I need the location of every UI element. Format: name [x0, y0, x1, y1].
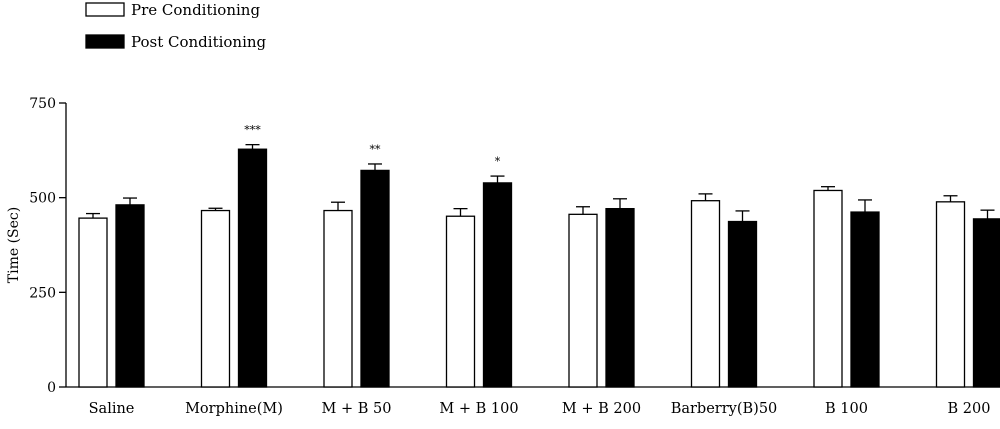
y-tick-label-3: 750: [29, 96, 56, 112]
category-labels: Saline Morphine(M) M + B 50 M + B 100 M + B …: [89, 401, 991, 417]
bar-post-1: [237, 148, 268, 388]
bar-pre-1: [200, 209, 231, 388]
y-tick-label-0: 0: [47, 380, 56, 396]
bar-pre-6: [813, 189, 843, 388]
y-tick-label-2: 500: [29, 191, 56, 207]
category-label-4: M + B 200: [562, 401, 641, 417]
significance-label-1: ***: [244, 124, 261, 137]
bar-post-3: [482, 182, 513, 388]
bar-pre-0: [78, 217, 108, 388]
significance-label-3: *: [495, 155, 501, 168]
category-label-0: Saline: [89, 401, 135, 417]
bar-pre-7: [935, 201, 966, 388]
bar-post-7: [972, 218, 1000, 388]
category-label-1: Morphine(M): [185, 401, 283, 417]
bar-post-4: [605, 207, 635, 388]
bar-pre-3: [445, 215, 476, 388]
y-axis-label: Time (Sec): [6, 207, 22, 283]
legend-label-0: Pre Conditioning: [131, 1, 260, 19]
category-label-6: B 100: [825, 401, 868, 417]
category-label-5: Barberry(B)50: [671, 401, 778, 417]
bars: ******: [78, 124, 1000, 388]
bar-pre-4: [568, 213, 598, 388]
category-label-7: B 200: [948, 401, 991, 417]
bar-pre-2: [323, 209, 353, 388]
bar-post-6: [850, 211, 880, 388]
bar-post-2: [360, 169, 390, 388]
significance-label-2: **: [370, 143, 382, 156]
legend-swatch-0: [85, 2, 125, 17]
bar-pre-5: [690, 200, 721, 388]
bar-post-0: [115, 204, 145, 388]
legend: Pre Conditioning Post Conditioning: [85, 1, 267, 51]
category-label-3: M + B 100: [439, 401, 518, 417]
legend-swatch-1: [85, 34, 125, 49]
y-tick-label-1: 250: [29, 285, 56, 301]
bar-post-5: [727, 220, 758, 388]
category-label-2: M + B 50: [322, 401, 392, 417]
legend-label-1: Post Conditioning: [131, 33, 267, 51]
